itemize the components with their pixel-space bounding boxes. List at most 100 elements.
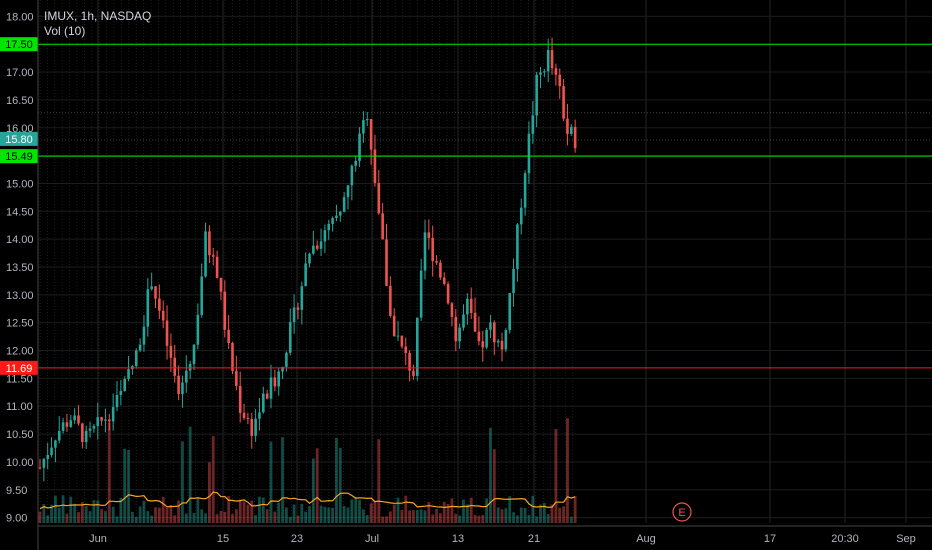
level-price-badge	[0, 360, 38, 375]
volume-bar	[342, 506, 346, 523]
candle	[108, 419, 111, 422]
earnings-marker[interactable]: E	[672, 502, 692, 522]
volume-bar	[439, 513, 442, 523]
x-tick-label: 13	[452, 533, 464, 545]
volume-bar	[88, 511, 92, 523]
candle	[192, 344, 196, 364]
y-tick-label: 9.00	[6, 513, 27, 525]
candle	[419, 270, 423, 318]
volume-bar	[335, 437, 338, 523]
candle	[339, 211, 342, 216]
candle	[84, 430, 88, 443]
volume-bar	[65, 513, 69, 523]
candle	[385, 239, 388, 286]
candle	[365, 119, 369, 121]
x-tick-label: Jul	[365, 533, 379, 545]
volume-bar	[523, 507, 527, 523]
candle	[127, 369, 130, 379]
y-tick-label: 10.00	[6, 457, 34, 469]
candle	[173, 357, 177, 376]
candle	[38, 467, 42, 469]
volume-bar	[119, 497, 123, 523]
candle	[308, 253, 311, 264]
volume-bar	[350, 499, 354, 523]
candle	[61, 422, 65, 432]
volume-bar	[546, 514, 550, 523]
volume-bar	[173, 515, 177, 523]
candle	[381, 213, 384, 240]
y-tick-label: 13.00	[6, 290, 34, 302]
candle	[373, 149, 377, 183]
volume-bar	[550, 504, 554, 523]
candle	[466, 298, 469, 315]
volume-bar	[234, 509, 238, 523]
earnings-icon	[672, 502, 692, 522]
price-axis[interactable]: 17.50 15.49 11.69 15.80 9.00 9.50 10.00 10.50 11…	[0, 0, 39, 550]
volume-bar	[219, 510, 223, 523]
volume-bar	[473, 514, 477, 523]
candle	[319, 241, 323, 249]
volume-bar	[392, 504, 396, 523]
volume-bar	[188, 426, 192, 523]
volume-bar	[535, 516, 539, 523]
volume-bar	[111, 506, 115, 523]
volume-bar	[254, 515, 257, 523]
x-tick-label: 20:30	[831, 533, 859, 545]
candle	[88, 428, 92, 431]
candle	[77, 415, 80, 424]
volume-bar	[200, 509, 204, 523]
volume-bar	[223, 511, 227, 523]
candle	[238, 385, 242, 413]
volume-bar	[184, 513, 188, 523]
candle	[346, 185, 350, 198]
candle	[554, 68, 558, 75]
candle	[100, 417, 103, 421]
volume-bar	[446, 504, 450, 523]
candle	[273, 377, 277, 387]
candle	[396, 335, 400, 337]
time-axis[interactable]: Jun 15 23 Jul 13 21 Aug 17 20:30 Sep	[38, 525, 932, 545]
candle	[358, 133, 361, 161]
candle	[535, 74, 538, 116]
volume-bar	[331, 507, 334, 523]
volume-bar	[281, 437, 284, 523]
y-tick-label: 13.50	[6, 262, 34, 274]
candle	[177, 375, 180, 395]
candle	[296, 307, 300, 310]
candle	[277, 371, 280, 387]
symbol-title: IMUX, 1h, NASDAQ	[44, 9, 152, 23]
volume-bar	[381, 516, 385, 523]
candle	[154, 286, 157, 299]
candle	[477, 331, 481, 342]
candle	[539, 72, 542, 75]
volume-bar	[131, 511, 134, 523]
volume-bar	[296, 515, 300, 523]
volume-bar	[450, 498, 454, 523]
volume-bar	[415, 510, 419, 523]
volume-bar	[42, 504, 46, 523]
candle	[354, 160, 357, 166]
volume-bar	[269, 441, 273, 523]
volume-bar	[400, 509, 404, 523]
current-price-badge	[0, 131, 38, 146]
candle	[46, 455, 49, 460]
volume-bar	[542, 502, 546, 523]
candle	[181, 382, 184, 395]
candle	[242, 412, 246, 419]
y-tick-label: 12.50	[6, 318, 34, 330]
candle	[493, 322, 496, 343]
volume-bar	[46, 515, 50, 523]
volume-indicator-label: Vol (10)	[44, 24, 86, 38]
volume-bar	[92, 500, 96, 523]
candle	[404, 346, 408, 353]
x-tick-label: 23	[291, 533, 303, 545]
volume-bar	[80, 502, 84, 523]
volume-bar	[273, 511, 277, 523]
candle	[442, 277, 446, 284]
volume-bar	[231, 514, 234, 523]
volume-bar	[115, 516, 119, 523]
candle	[235, 370, 238, 386]
volume-bar	[385, 516, 388, 523]
volume-bar	[61, 495, 65, 523]
